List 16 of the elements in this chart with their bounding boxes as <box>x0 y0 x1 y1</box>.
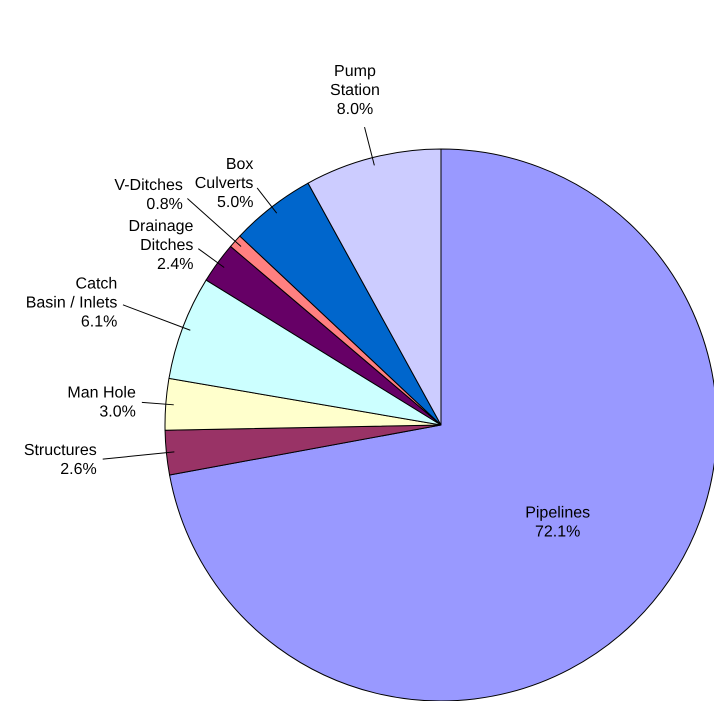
slice-label: V-Ditches <box>114 176 183 194</box>
data-label: 0.8% <box>146 196 183 213</box>
data-label: 2.4% <box>156 256 194 273</box>
data-label: 6.1% <box>80 313 118 330</box>
slice-label: Pipelines <box>525 504 590 522</box>
slice-label: Structures <box>24 442 97 459</box>
data-label: 3.0% <box>99 402 136 420</box>
slice-label: Catch Basin / Inlets <box>26 275 118 312</box>
slice-label: Man Hole <box>67 384 136 401</box>
data-label: 8.0% <box>336 100 374 118</box>
slice-label: Pump Station <box>330 62 380 98</box>
data-label: 72.1% <box>534 523 580 540</box>
slice-label: Drainage Ditches <box>128 218 194 254</box>
data-label: 5.0% <box>216 194 254 211</box>
slice-label: Box Culverts <box>194 156 254 192</box>
data-label: 2.6% <box>60 460 97 478</box>
